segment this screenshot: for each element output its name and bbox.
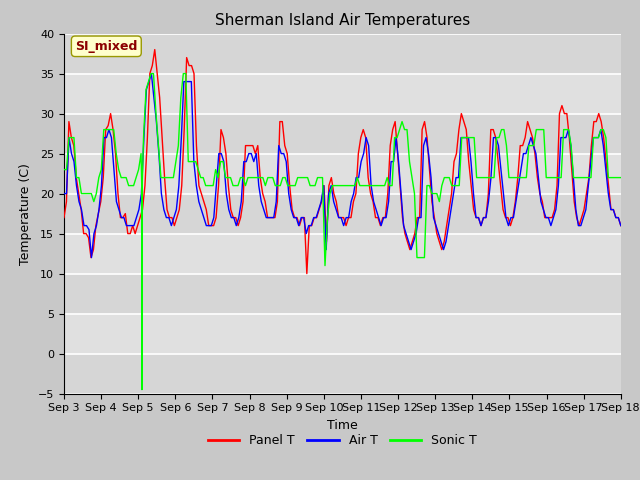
Sonic T	[200, 175, 207, 180]
Panel T	[202, 207, 210, 213]
Sonic T	[202, 183, 209, 189]
X-axis label: Time: Time	[327, 419, 358, 432]
Sonic T	[502, 143, 510, 148]
Air T	[617, 223, 625, 228]
Air T	[188, 79, 195, 84]
Y-axis label: Temperature (C): Temperature (C)	[19, 163, 33, 264]
Sonic T	[540, 127, 548, 132]
Sonic T	[617, 175, 625, 180]
Air T	[148, 71, 156, 76]
Text: SI_mixed: SI_mixed	[75, 40, 138, 53]
Bar	[64, 114, 621, 154]
Bar	[64, 354, 621, 394]
Bar	[64, 274, 621, 313]
Panel T	[504, 215, 512, 220]
Line: Air T: Air T	[64, 73, 621, 258]
Panel T	[303, 271, 310, 276]
Sonic T	[147, 71, 155, 76]
Sonic T	[138, 387, 146, 393]
Bar	[64, 193, 621, 234]
Sonic T	[477, 175, 485, 180]
Air T	[105, 127, 113, 132]
Panel T	[541, 215, 548, 220]
Bar	[64, 34, 621, 73]
Title: Sherman Island Air Temperatures: Sherman Island Air Temperatures	[215, 13, 470, 28]
Air T	[607, 207, 614, 213]
Air T	[410, 239, 417, 244]
Air T	[113, 199, 120, 204]
Panel T	[151, 47, 159, 52]
Panel T	[426, 167, 433, 172]
Sonic T	[423, 183, 431, 189]
Sonic T	[60, 167, 68, 172]
Panel T	[617, 223, 625, 228]
Legend: Panel T, Air T, Sonic T: Panel T, Air T, Sonic T	[203, 429, 482, 452]
Air T	[362, 135, 370, 141]
Panel T	[205, 223, 212, 228]
Panel T	[60, 215, 68, 220]
Air T	[60, 191, 68, 196]
Line: Panel T: Panel T	[64, 49, 621, 274]
Air T	[88, 255, 95, 261]
Line: Sonic T: Sonic T	[64, 73, 621, 390]
Panel T	[479, 215, 487, 220]
